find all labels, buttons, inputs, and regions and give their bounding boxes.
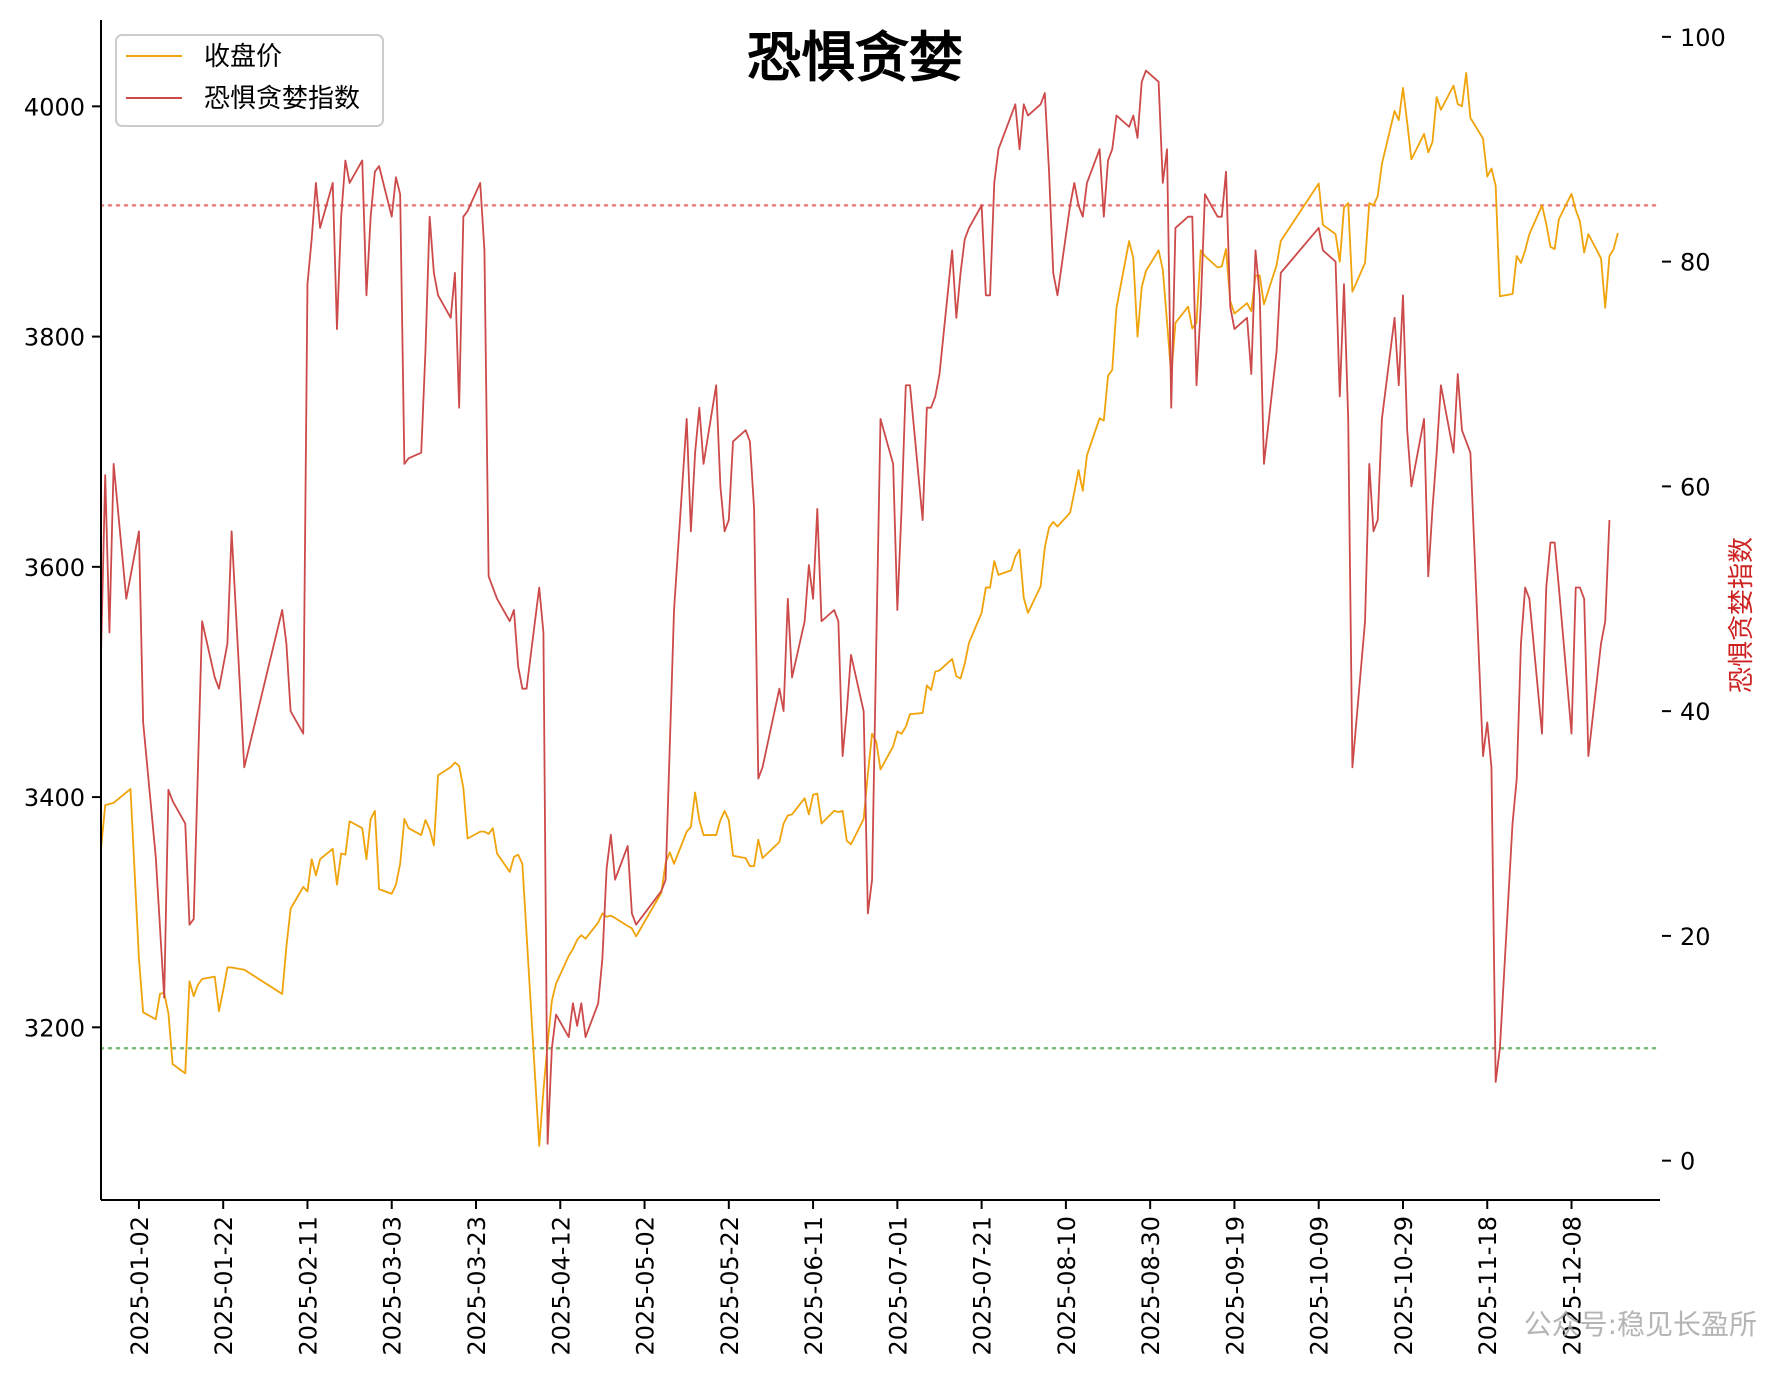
left-tick-label: 3400 <box>24 784 85 812</box>
right-tick-label: 100 <box>1680 24 1726 52</box>
x-tick-label: 2025-01-02 <box>126 1216 154 1355</box>
right-tick-label: 0 <box>1680 1148 1695 1176</box>
right-tick-label: 60 <box>1680 473 1711 501</box>
x-tick-label: 2025-03-03 <box>379 1216 407 1355</box>
x-tick-label: 2025-03-23 <box>463 1216 491 1355</box>
legend-frame <box>115 34 384 127</box>
x-tick-label: 2025-10-29 <box>1390 1216 1418 1355</box>
x-tick-label: 2025-05-22 <box>716 1216 744 1355</box>
left-tick-label: 3200 <box>24 1014 85 1042</box>
left-tick-label: 3600 <box>24 554 85 582</box>
right-tick-label: 80 <box>1680 249 1711 277</box>
right-tick-label: 40 <box>1680 698 1711 726</box>
left-axis-ticks: 3200 3400 3600 3800 4000 <box>24 93 101 1042</box>
x-tick-label: 2025-09-19 <box>1221 1216 1249 1355</box>
x-tick-label: 2025-08-30 <box>1137 1216 1165 1355</box>
legend-label-close-price: 收盘价 <box>204 42 282 72</box>
right-tick-label: 20 <box>1680 923 1711 951</box>
x-tick-label: 2025-12-08 <box>1559 1216 1587 1355</box>
x-tick-label: 2025-11-18 <box>1474 1216 1502 1355</box>
x-axis-ticks: 2025-01-02 2025-01-22 2025-02-11 2025-03-03… <box>126 1200 1587 1355</box>
chart-title: 恐惧贪婪 <box>747 26 963 89</box>
x-tick-label: 2025-08-10 <box>1053 1216 1081 1355</box>
legend-label-fear-greed-index: 恐惧贪婪指数 <box>204 84 360 114</box>
x-tick-label: 2025-04-12 <box>547 1216 575 1355</box>
x-tick-label: 2025-07-01 <box>884 1216 912 1355</box>
x-tick-label: 2025-06-11 <box>800 1216 828 1355</box>
watermark: 公众号:稳见长盈所 <box>1524 1308 1757 1341</box>
legend: 收盘价 恐惧贪婪指数 <box>115 34 384 127</box>
series-lines <box>100 69 1619 1147</box>
x-tick-label: 2025-10-09 <box>1306 1216 1334 1355</box>
x-tick-label: 2025-02-11 <box>294 1216 322 1355</box>
series-line-close-price <box>100 72 1619 1147</box>
left-tick-label: 3800 <box>24 324 85 352</box>
x-tick-label: 2025-01-22 <box>210 1216 238 1355</box>
left-tick-label: 4000 <box>24 93 85 121</box>
x-tick-label: 2025-07-21 <box>969 1216 997 1355</box>
x-tick-label: 2025-05-02 <box>632 1216 660 1355</box>
right-axis-label: 恐惧贪婪指数 <box>1727 537 1757 693</box>
right-axis-ticks: 0 20 40 60 80 100 <box>1662 24 1726 1176</box>
series-line-fear-greed-index <box>100 69 1611 1145</box>
threshold-lines <box>99 204 1662 1050</box>
